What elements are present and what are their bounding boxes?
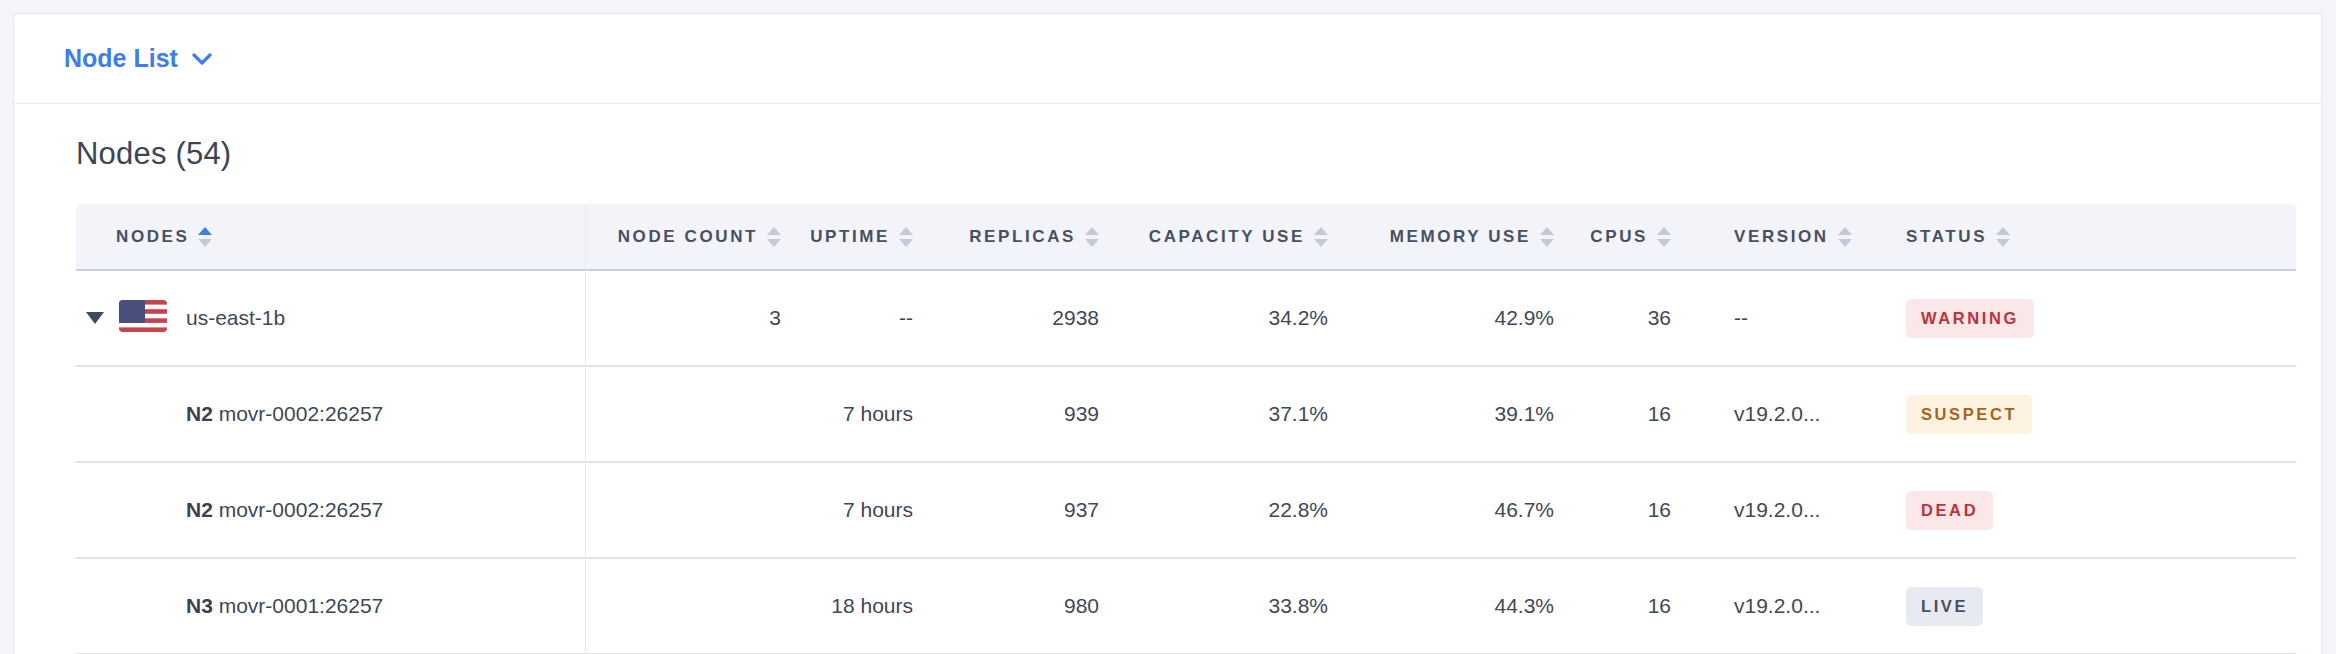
card-header: Node List (14, 14, 2321, 104)
status-badge: LIVE (1906, 587, 1983, 626)
version-cell: v19.2.0... (1681, 367, 1891, 463)
column-header-status[interactable]: STATUS (1891, 204, 2296, 271)
uptime-cell: 7 hours (791, 367, 923, 463)
page-title: Nodes (54) (76, 135, 2321, 173)
table-row-region[interactable]: us-east-1b 3 -- 2938 34.2% 42.9% 36 -- W… (76, 271, 2296, 367)
cpus-cell: 36 (1564, 271, 1681, 367)
node-count-cell (586, 367, 791, 463)
node-count-cell: 3 (586, 271, 791, 367)
sort-arrows-icon (1838, 227, 1852, 247)
cpus-cell: 16 (1564, 367, 1681, 463)
version-cell: -- (1681, 271, 1891, 367)
capacity-use-cell: 34.2% (1109, 271, 1338, 367)
sort-arrows-icon (1314, 227, 1328, 247)
us-flag-icon (119, 300, 167, 337)
node-name-cell[interactable]: N3 movr-0001:26257 (76, 559, 586, 654)
column-header-capacity-use[interactable]: CAPACITY USE (1109, 204, 1338, 271)
column-label: CPUS (1590, 227, 1648, 247)
region-name: us-east-1b (186, 306, 285, 330)
table-row-node[interactable]: N2 movr-0002:26257 7 hours 939 37.1% 39.… (76, 367, 2296, 463)
replicas-cell: 980 (923, 559, 1109, 654)
table-row-node[interactable]: N2 movr-0002:26257 7 hours 937 22.8% 46.… (76, 463, 2296, 559)
table-row-node[interactable]: N3 movr-0001:26257 18 hours 980 33.8% 44… (76, 559, 2296, 654)
cpus-cell: 16 (1564, 463, 1681, 559)
column-header-node-count[interactable]: NODE COUNT (586, 204, 791, 271)
node-address: movr-0002:26257 (219, 402, 384, 425)
column-header-replicas[interactable]: REPLICAS (923, 204, 1109, 271)
chevron-down-icon (192, 52, 212, 70)
version-cell: v19.2.0... (1681, 463, 1891, 559)
node-list-card: Node List Nodes (54) NODES (13, 13, 2322, 654)
memory-use-cell: 44.3% (1338, 559, 1564, 654)
content-area: Nodes (54) NODES NODE (14, 104, 2321, 654)
column-header-uptime[interactable]: UPTIME (791, 204, 923, 271)
column-label: UPTIME (810, 227, 890, 247)
column-label: NODE COUNT (618, 227, 758, 247)
node-name-cell[interactable]: N2 movr-0002:26257 (76, 463, 586, 559)
column-header-version[interactable]: VERSION (1681, 204, 1891, 271)
region-cell: us-east-1b (76, 300, 585, 337)
capacity-use-cell: 22.8% (1109, 463, 1338, 559)
memory-use-cell: 42.9% (1338, 271, 1564, 367)
node-address: movr-0002:26257 (219, 498, 384, 521)
node-id: N2 (186, 402, 219, 425)
node-id: N3 (186, 594, 219, 617)
node-name-cell[interactable]: N2 movr-0002:26257 (76, 367, 586, 463)
status-badge: DEAD (1906, 491, 1993, 530)
node-list-dropdown-label: Node List (64, 44, 178, 73)
node-id: N2 (186, 498, 219, 521)
status-badge: SUSPECT (1906, 395, 2032, 434)
column-label: NODES (116, 227, 189, 247)
capacity-use-cell: 33.8% (1109, 559, 1338, 654)
version-cell: v19.2.0... (1681, 559, 1891, 654)
sort-arrows-icon (1540, 227, 1554, 247)
replicas-cell: 939 (923, 367, 1109, 463)
column-header-cpus[interactable]: CPUS (1564, 204, 1681, 271)
column-label: CAPACITY USE (1149, 227, 1305, 247)
uptime-cell: 18 hours (791, 559, 923, 654)
memory-use-cell: 39.1% (1338, 367, 1564, 463)
replicas-cell: 2938 (923, 271, 1109, 367)
replicas-cell: 937 (923, 463, 1109, 559)
column-label: MEMORY USE (1390, 227, 1531, 247)
table-header-row: NODES NODE COUNT UPTIME (76, 204, 2296, 271)
node-address: movr-0001:26257 (219, 594, 384, 617)
collapse-region-caret-icon[interactable] (86, 312, 104, 324)
sort-arrows-icon (198, 227, 212, 247)
uptime-cell: -- (791, 271, 923, 367)
sort-arrows-icon (1657, 227, 1671, 247)
uptime-cell: 7 hours (791, 463, 923, 559)
sort-arrows-icon (1996, 227, 2010, 247)
sort-arrows-icon (1085, 227, 1099, 247)
cpus-cell: 16 (1564, 559, 1681, 654)
nodes-table: NODES NODE COUNT UPTIME (76, 204, 2296, 654)
column-header-nodes[interactable]: NODES (76, 204, 586, 271)
sort-arrows-icon (767, 227, 781, 247)
capacity-use-cell: 37.1% (1109, 367, 1338, 463)
sort-arrows-icon (899, 227, 913, 247)
node-count-cell (586, 463, 791, 559)
memory-use-cell: 46.7% (1338, 463, 1564, 559)
column-label: VERSION (1734, 227, 1829, 247)
node-count-cell (586, 559, 791, 654)
column-label: STATUS (1906, 227, 1987, 247)
node-list-dropdown[interactable]: Node List (64, 44, 212, 73)
column-header-memory-use[interactable]: MEMORY USE (1338, 204, 1564, 271)
status-badge: WARNING (1906, 299, 2034, 338)
column-label: REPLICAS (969, 227, 1076, 247)
